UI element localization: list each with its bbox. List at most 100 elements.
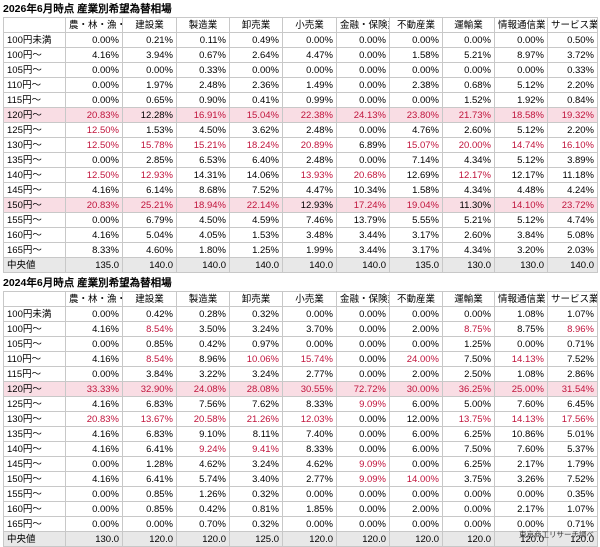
value-cell: 4.76% [389, 122, 443, 138]
value-cell: 4.24% [547, 182, 598, 198]
value-cell: 2.20% [547, 77, 598, 93]
value-cell: 9.41% [229, 441, 283, 457]
value-cell: 12.17% [494, 167, 548, 183]
value-cell: 9.09% [336, 471, 390, 487]
value-cell: 16.91% [176, 107, 230, 123]
source-footnote: 東京商工リサーチ調べ [519, 530, 594, 539]
table-row: 165円～ 8.33% 4.60% 1.80% 1.25% 1.99% 3.44% 3.17%… [3, 242, 598, 258]
value-cell: 6.45% [547, 396, 598, 412]
value-cell: 7.14% [389, 152, 443, 168]
value-cell: 0.28% [176, 306, 230, 322]
median-cell: 120.0 [442, 531, 495, 547]
value-cell: 23.80% [389, 107, 443, 123]
value-cell: 5.04% [122, 227, 177, 243]
row-label: 110円～ [3, 77, 66, 93]
value-cell: 0.90% [176, 92, 230, 108]
table-row: 135円～ 4.16% 6.83% 9.10% 8.11% 7.40% 0.00% 6.00%… [3, 426, 598, 442]
section-2024: 2024年6月時点 産業別希望為替相場 農・林・漁・鉱業建設業製造業卸売業小売業… [0, 276, 600, 547]
value-cell: 0.99% [282, 92, 337, 108]
value-cell: 4.16% [65, 441, 123, 457]
value-cell: 0.00% [65, 306, 123, 322]
row-label: 150円～ [3, 197, 66, 213]
value-cell: 2.77% [282, 471, 337, 487]
value-cell: 3.62% [229, 122, 283, 138]
value-cell: 0.42% [122, 306, 177, 322]
value-cell: 0.00% [282, 516, 337, 532]
value-cell: 24.13% [336, 107, 390, 123]
row-label: 125円～ [3, 396, 66, 412]
table-2026: 農・林・漁・鉱業建設業製造業卸売業小売業金融・保険業不動産業運輸業情報通信業サー… [3, 17, 598, 273]
value-cell: 2.48% [176, 77, 230, 93]
value-cell: 0.00% [65, 212, 123, 228]
value-cell: 6.89% [336, 137, 390, 153]
median-row: 中央値 135.0 140.0 140.0 140.0 140.0 140.0 135.0 13… [3, 257, 598, 273]
value-cell: 4.59% [229, 212, 283, 228]
value-cell: 14.00% [389, 471, 443, 487]
column-header: 製造業 [176, 291, 230, 307]
value-cell: 32.90% [122, 381, 177, 397]
value-cell: 0.00% [282, 486, 337, 502]
median-cell: 135.0 [389, 257, 443, 273]
value-cell: 8.75% [494, 321, 548, 337]
value-cell: 1.08% [494, 366, 548, 382]
row-label: 160円～ [3, 501, 66, 517]
value-cell: 0.97% [229, 336, 283, 352]
row-label: 中央値 [3, 531, 66, 547]
column-header: 情報通信業 [494, 291, 548, 307]
row-label: 145円～ [3, 456, 66, 472]
value-cell: 8.33% [282, 441, 337, 457]
value-cell: 0.00% [336, 122, 390, 138]
section-2024-title: 2024年6月時点 産業別希望為替相場 [3, 277, 172, 289]
value-cell: 30.55% [282, 381, 337, 397]
value-cell: 23.72% [547, 197, 598, 213]
table-row: 100円未満 0.00% 0.42% 0.28% 0.32% 0.00% 0.00% 0.00… [3, 306, 598, 322]
value-cell: 4.47% [282, 182, 337, 198]
value-cell: 0.00% [65, 152, 123, 168]
value-cell: 13.75% [442, 411, 495, 427]
value-cell: 7.52% [229, 182, 283, 198]
value-cell: 1.52% [442, 92, 495, 108]
value-cell: 2.48% [282, 152, 337, 168]
value-cell: 24.00% [389, 351, 443, 367]
value-cell: 5.00% [442, 396, 495, 412]
value-cell: 0.00% [336, 62, 390, 78]
median-cell: 140.0 [282, 257, 337, 273]
value-cell: 5.01% [547, 426, 598, 442]
value-cell: 12.50% [65, 137, 123, 153]
value-cell: 1.79% [547, 456, 598, 472]
value-cell: 0.00% [336, 336, 390, 352]
value-cell: 2.00% [389, 501, 443, 517]
value-cell: 8.11% [229, 426, 283, 442]
value-cell: 2.20% [547, 122, 598, 138]
table-row: 110円～ 4.16% 8.54% 8.96% 10.06% 15.74% 0.00% 24.… [3, 351, 598, 367]
value-cell: 17.24% [336, 197, 390, 213]
value-cell: 14.06% [229, 167, 283, 183]
column-header: サービス業他 [547, 17, 598, 33]
value-cell: 5.12% [494, 212, 548, 228]
value-cell: 0.00% [389, 336, 443, 352]
value-cell: 12.50% [65, 122, 123, 138]
value-cell: 0.00% [494, 32, 548, 48]
value-cell: 8.68% [176, 182, 230, 198]
value-cell: 1.25% [442, 336, 495, 352]
value-cell: 15.74% [282, 351, 337, 367]
value-cell: 30.00% [389, 381, 443, 397]
value-cell: 0.00% [389, 92, 443, 108]
value-cell: 0.00% [494, 62, 548, 78]
median-cell: 120.0 [176, 531, 230, 547]
value-cell: 2.00% [389, 366, 443, 382]
value-cell: 3.44% [336, 227, 390, 243]
column-header: 製造業 [176, 17, 230, 33]
value-cell: 3.94% [122, 47, 177, 63]
column-header: 農・林・漁・鉱業 [65, 17, 123, 33]
value-cell: 0.00% [65, 486, 123, 502]
value-cell: 3.84% [494, 227, 548, 243]
value-cell: 12.93% [282, 197, 337, 213]
section-2026-title: 2026年6月時点 産業別希望為替相場 [3, 3, 172, 15]
median-row: 中央値 130.0 120.0 120.0 125.0 120.0 120.0 120.0 12… [3, 531, 598, 547]
value-cell: 6.53% [176, 152, 230, 168]
value-cell: 19.32% [547, 107, 598, 123]
value-cell: 20.68% [336, 167, 390, 183]
value-cell: 0.21% [122, 32, 177, 48]
value-cell: 0.00% [336, 32, 390, 48]
